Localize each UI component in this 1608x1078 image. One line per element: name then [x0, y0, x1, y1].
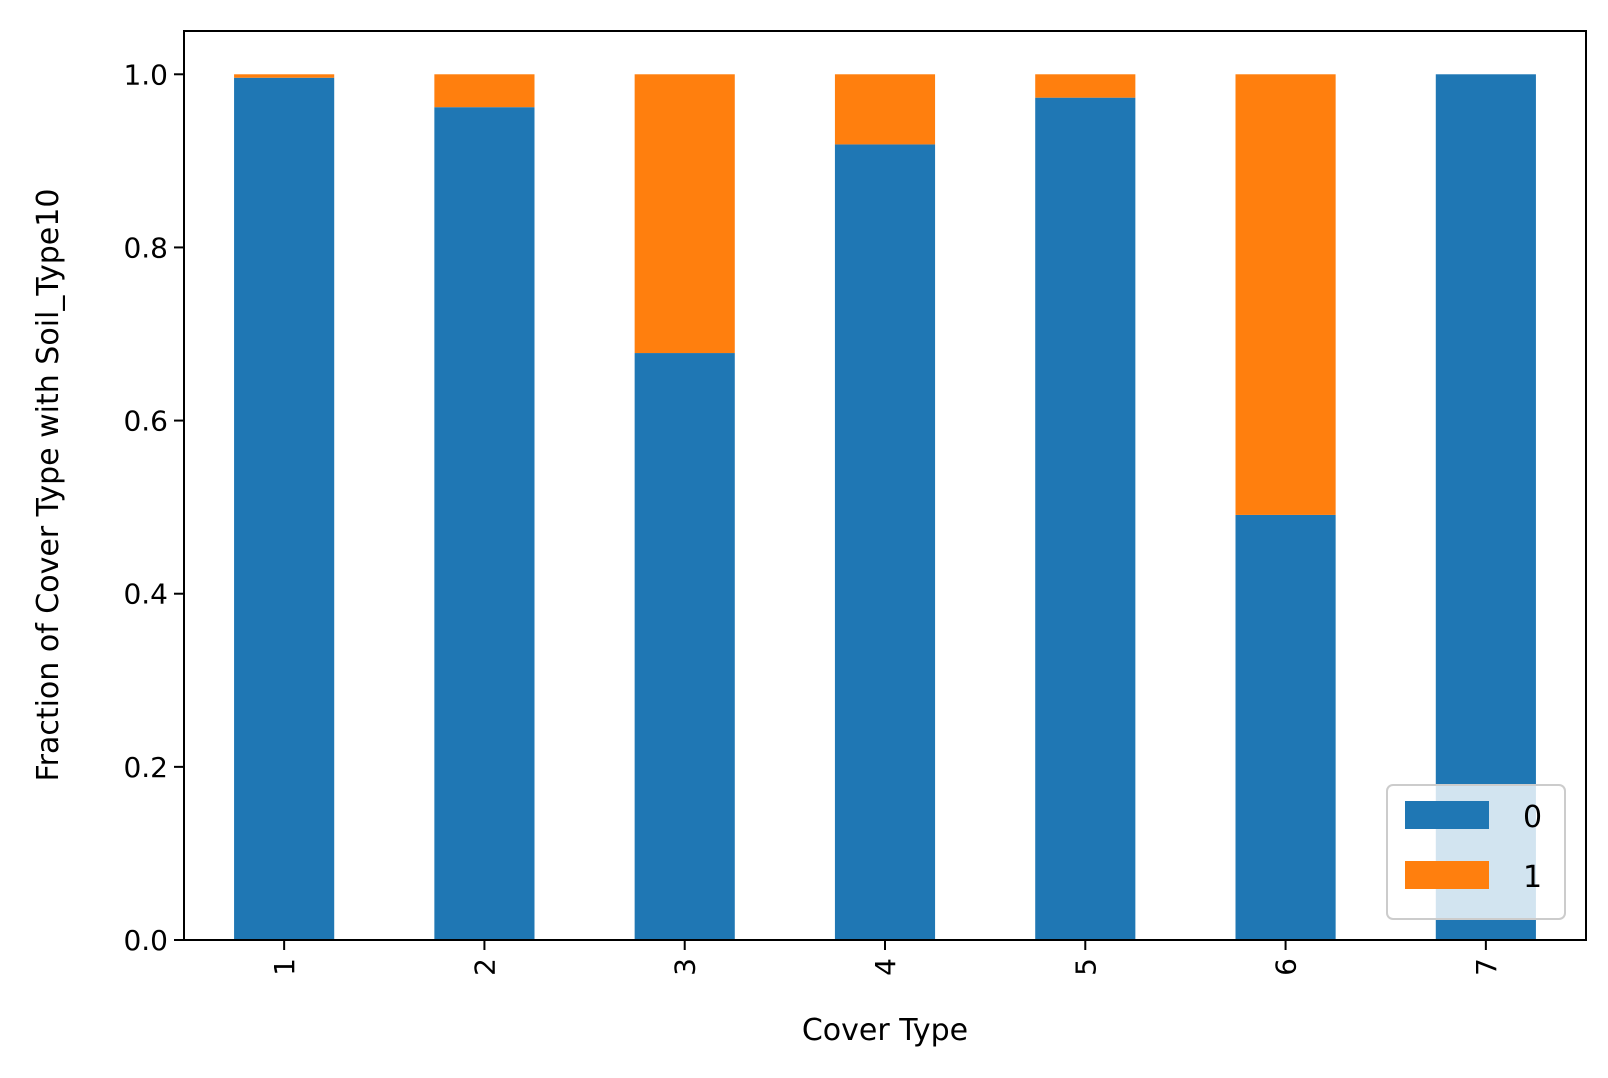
x-tick-label: 4 — [869, 958, 902, 976]
bar-cat5-series1 — [1035, 74, 1136, 98]
bar-cat6-series1 — [1235, 74, 1336, 515]
bar-cat1-series0 — [234, 77, 335, 940]
x-axis: 1 2 3 4 5 6 7 — [268, 940, 1503, 976]
bar-cat5-series0 — [1035, 97, 1136, 940]
y-tick-label: 0.0 — [123, 924, 168, 957]
x-tick-label: 1 — [268, 958, 301, 976]
y-axis: 0.0 0.2 0.4 0.6 0.8 1.0 — [123, 58, 184, 957]
x-tick-label: 6 — [1270, 958, 1303, 976]
bar-cat2-series1 — [434, 74, 535, 108]
x-tick-label: 3 — [669, 958, 702, 976]
legend-label-1: 1 — [1523, 860, 1542, 895]
legend-swatch-0 — [1405, 801, 1489, 829]
x-axis-label: Cover Type — [802, 1013, 968, 1048]
x-tick-label: 5 — [1069, 958, 1102, 976]
x-tick-label: 7 — [1470, 958, 1503, 976]
bar-cat4-series0 — [834, 144, 936, 940]
x-tick-label: 2 — [468, 958, 501, 976]
bar-cat3-series0 — [634, 353, 735, 940]
y-tick-label: 0.2 — [123, 751, 168, 784]
bar-cat2-series0 — [434, 107, 535, 940]
bar-cat3-series1 — [634, 74, 735, 354]
bar-cat1-series1 — [234, 74, 335, 78]
y-tick-label: 0.8 — [123, 231, 168, 264]
y-tick-label: 0.4 — [123, 578, 168, 611]
bars-group — [234, 74, 1536, 941]
legend-label-0: 0 — [1523, 800, 1542, 835]
bar-cat4-series1 — [834, 74, 936, 145]
bar-cat6-series0 — [1235, 514, 1336, 940]
y-axis-label: Fraction of Cover Type with Soil_Type10 — [31, 189, 66, 782]
y-tick-label: 1.0 — [123, 58, 168, 91]
y-tick-label: 0.6 — [123, 405, 168, 438]
legend: 01 — [1386, 784, 1566, 920]
legend-swatch-1 — [1405, 861, 1489, 889]
